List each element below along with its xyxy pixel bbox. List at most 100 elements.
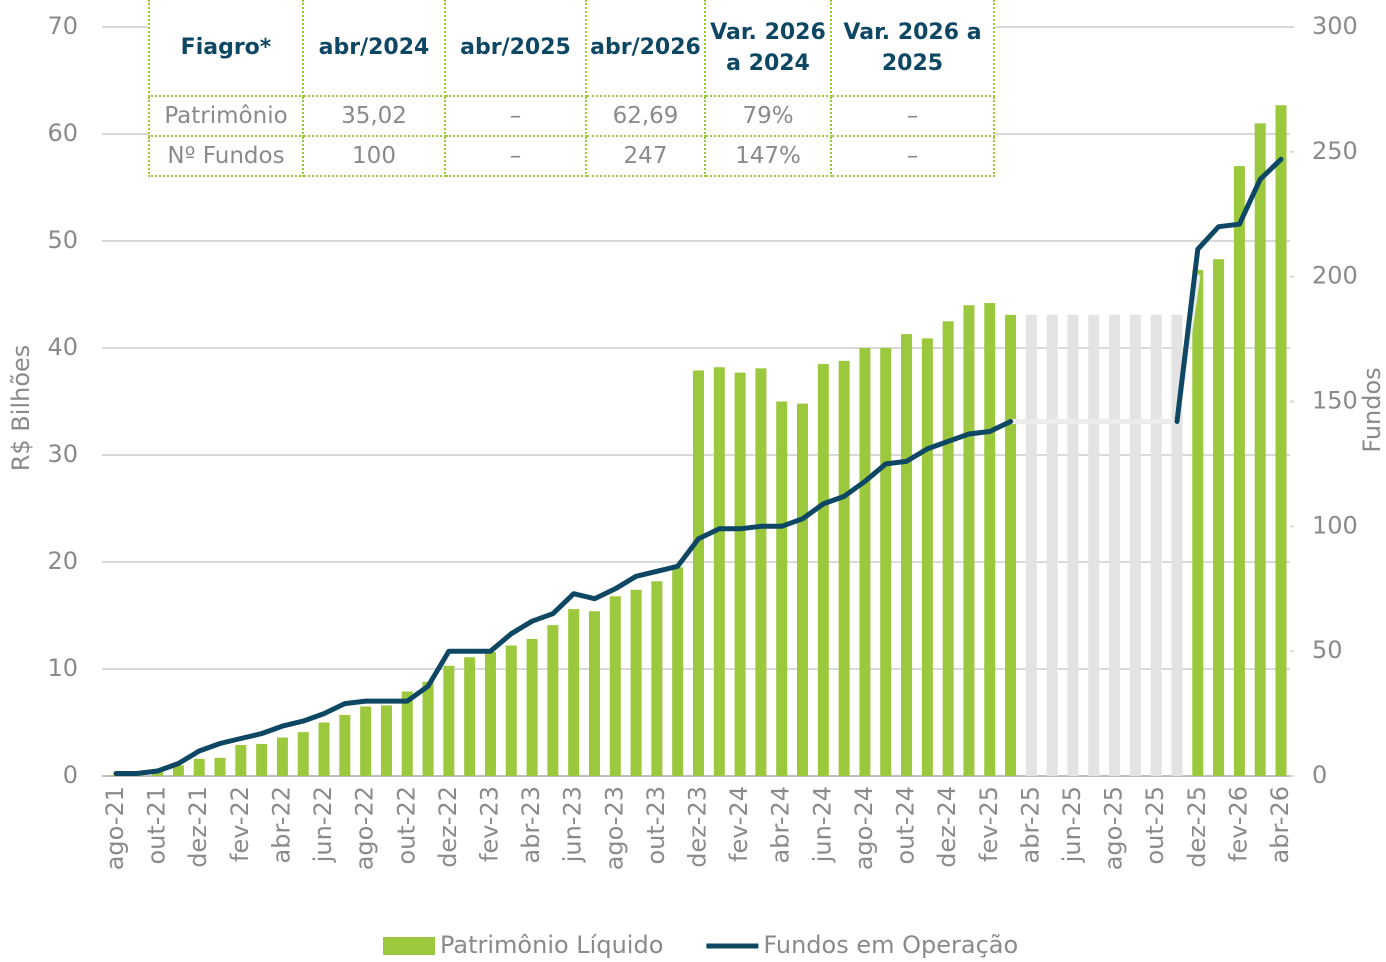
x-tick-label: abr-24 [767, 786, 795, 863]
header-cell: abr/2025 [444, 0, 587, 97]
x-tick-label: abr-22 [267, 786, 295, 863]
bar [942, 321, 954, 776]
x-tick-label: ago-21 [101, 786, 129, 870]
y2-axis-title: Fundos [1358, 367, 1386, 452]
bar [713, 367, 725, 776]
x-tick-label: abr-25 [1016, 786, 1044, 863]
x-tick-label: dez-22 [434, 786, 462, 868]
x-tick-label: abr-26 [1266, 786, 1294, 863]
bar [1005, 314, 1017, 776]
bar [401, 691, 413, 776]
cell: 247 [585, 135, 706, 177]
cell: 100 [302, 135, 446, 177]
header-cell: abr/2024 [302, 0, 446, 97]
cell: – [830, 95, 995, 137]
y2-tick-label: 250 [1312, 137, 1358, 165]
bar [755, 368, 767, 776]
bar [1046, 314, 1058, 776]
bar [297, 732, 309, 776]
bar [172, 765, 184, 776]
legend-label: Fundos em Operação [763, 931, 1018, 959]
y2-tick-label: 100 [1312, 511, 1358, 539]
bar [276, 737, 288, 776]
bar [880, 348, 892, 776]
y2-tick-label: 0 [1312, 761, 1327, 789]
x-tick-label: dez-23 [684, 786, 712, 868]
cell: Nº Fundos [148, 135, 304, 177]
table-row: Patrimônio 35,02 – 62,69 79% – [148, 95, 995, 137]
cell: 62,69 [585, 95, 706, 137]
summary-table: Fiagro* abr/2024 abr/2025 abr/2026 Var. … [148, 0, 995, 177]
x-tick-label: fev-26 [1224, 786, 1252, 862]
bar [193, 758, 205, 776]
x-tick-label: abr-23 [517, 786, 545, 863]
cell: 147% [704, 135, 832, 177]
cell: – [830, 135, 995, 177]
bar [1067, 314, 1079, 776]
y-tick-label: 40 [47, 333, 78, 361]
bar [1088, 314, 1100, 776]
bar [484, 651, 496, 776]
x-tick-label: fev-24 [725, 786, 753, 862]
y-axis-title: R$ Bilhões [7, 345, 35, 472]
bar [797, 403, 809, 776]
y-tick-label: 0 [63, 761, 78, 789]
legend-label: Patrimônio Líquido [440, 931, 663, 959]
x-tick-label: dez-21 [184, 786, 212, 868]
bar [651, 581, 663, 776]
y-tick-label: 10 [47, 654, 78, 682]
table-row: Nº Fundos 100 – 247 147% – [148, 135, 995, 177]
bar [1275, 105, 1287, 777]
bar [214, 757, 226, 776]
x-tick-label: dez-24 [933, 786, 961, 868]
header-cell: Var. 2026 a 2024 [704, 0, 832, 97]
x-tick-label: dez-25 [1183, 786, 1211, 868]
bar [1171, 314, 1183, 776]
x-tick-label: ago-24 [850, 786, 878, 870]
bar [526, 639, 538, 776]
line [1008, 274, 1201, 424]
x-tick-label: out-25 [1141, 786, 1169, 865]
y-tick-label: 20 [47, 547, 78, 575]
bar [1150, 314, 1162, 776]
bar [1233, 166, 1245, 777]
y-tick-label: 70 [47, 12, 78, 40]
x-tick-label: fev-23 [475, 786, 503, 862]
cell: 79% [704, 95, 832, 137]
bar [380, 705, 392, 776]
bar [568, 609, 580, 776]
cell: – [444, 135, 587, 177]
cell: Patrimônio [148, 95, 304, 137]
bar [901, 334, 913, 776]
legend-swatch [383, 937, 435, 955]
y-tick-label: 60 [47, 119, 78, 147]
bar [693, 370, 704, 776]
bar [1192, 269, 1204, 776]
bar [588, 611, 600, 776]
x-tick-label: ago-22 [351, 786, 379, 870]
x-tick-label: ago-25 [1100, 786, 1128, 870]
x-tick-label: ago-23 [600, 786, 628, 870]
bar [1109, 314, 1121, 776]
header-cell: abr/2026 [585, 0, 706, 97]
bar [1254, 123, 1266, 777]
bar [1129, 314, 1141, 776]
x-tick-label: out-21 [143, 786, 171, 865]
y2-tick-label: 300 [1312, 12, 1358, 40]
bar [859, 348, 871, 776]
bar [1213, 259, 1225, 776]
bar [838, 360, 850, 776]
bar [963, 305, 975, 776]
x-tick-label: jun-22 [309, 786, 337, 863]
bar [1025, 314, 1037, 776]
bar [776, 401, 788, 776]
x-tick-label: jun-23 [559, 786, 587, 863]
y-tick-label: 30 [47, 440, 78, 468]
y2-tick-label: 150 [1312, 387, 1358, 415]
line [113, 156, 1284, 776]
bar [547, 625, 559, 776]
bar [630, 589, 642, 776]
bar [443, 665, 455, 776]
